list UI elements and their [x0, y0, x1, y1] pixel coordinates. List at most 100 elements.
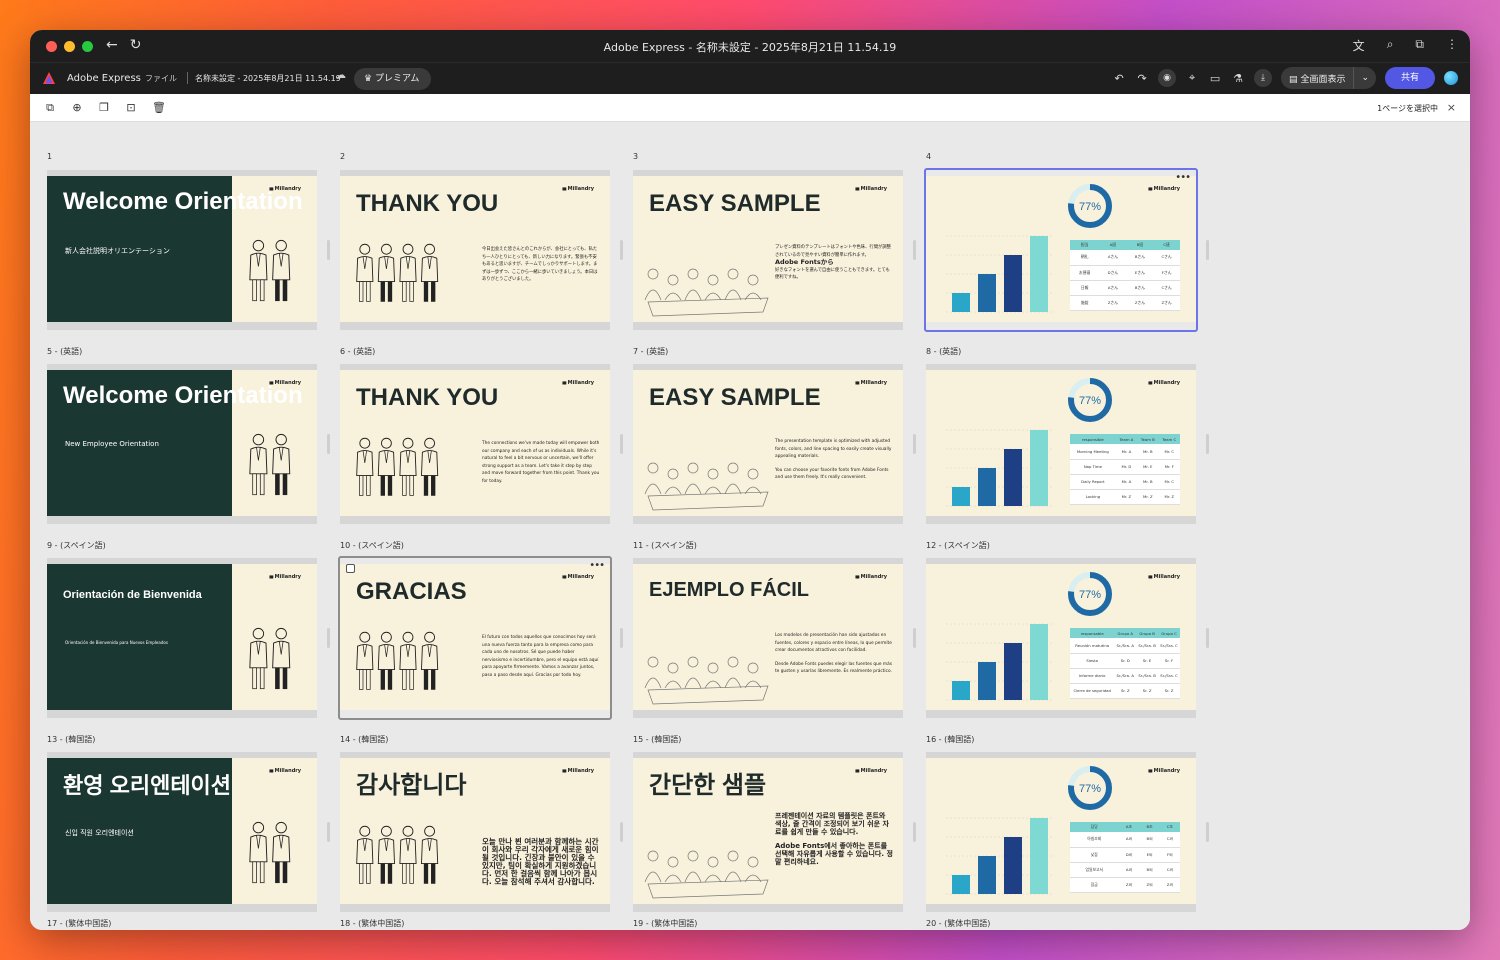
cloud-sync-icon[interactable]: ☁ [336, 70, 346, 81]
company-logo: Millandry [562, 380, 594, 386]
slide-preview: 감사합니다 Millandry 오늘 만나 뵌 여러분과 함께하는 시간이 회사와 … [340, 758, 610, 904]
slide-preview: Welcome Orientation 新人会社説明オリエンテーション Millan… [47, 176, 317, 322]
premium-button[interactable]: ♛ プレミアム [354, 68, 432, 90]
page-thumbnail[interactable]: GRACIAS Millandry El futuro con todos aque… [338, 556, 612, 720]
people-illustration [356, 631, 439, 690]
more-menu-icon[interactable]: ⋮ [1446, 37, 1458, 51]
reorder-handle[interactable] [1206, 434, 1209, 454]
copy-icon[interactable]: ❐ [99, 101, 109, 114]
page-select-checkbox[interactable] [346, 564, 355, 573]
duplicate-icon[interactable]: ⧉ [46, 101, 54, 114]
slide-title: THANK YOU [356, 190, 499, 217]
close-window-button[interactable] [46, 41, 57, 52]
reorder-handle[interactable] [1206, 822, 1209, 842]
document-name[interactable]: 名称未設定 - 2025年8月21日 11.54.19 [195, 74, 341, 83]
reorder-handle[interactable] [913, 822, 916, 842]
page-thumbnail[interactable]: EASY SAMPLE Millandry The presentation tem… [633, 364, 903, 524]
lab-flask-icon[interactable]: ⚗ [1233, 71, 1243, 85]
reorder-handle[interactable] [327, 240, 330, 260]
undo-icon[interactable]: ↶ [1114, 71, 1124, 85]
slide-body-paragraph: You can choose your favorite fonts from … [775, 467, 889, 481]
reorder-handle[interactable] [913, 628, 916, 648]
zoom-window-button[interactable] [82, 41, 93, 52]
slide-body-paragraph: The presentation template is optimized w… [775, 439, 892, 460]
table-cell: Bさん [1126, 280, 1154, 296]
company-logo: Millandry [269, 574, 301, 580]
page-thumbnail[interactable]: THANK YOU Millandry The connections we've … [340, 364, 610, 524]
trash-icon[interactable]: 🗑 [152, 101, 166, 114]
file-menu[interactable]: ファイル [145, 74, 177, 83]
reorder-handle[interactable] [327, 822, 330, 842]
table-header-row: responsible Team A Team B Team C [1070, 434, 1180, 444]
comment-icon[interactable]: ▭ [1209, 71, 1221, 85]
reorder-handle[interactable] [1206, 628, 1209, 648]
reload-icon[interactable]: ↻ [129, 37, 142, 53]
page-thumbnail[interactable]: Millandry77%担当A班B班C班朝礼AさんBさんCさんお昼寝DさんEさん… [924, 168, 1198, 332]
add-page-icon[interactable]: ⊕ [72, 101, 82, 114]
page-number-label: 1 [47, 152, 53, 161]
reorder-handle[interactable] [1206, 240, 1209, 260]
people-illustration [356, 243, 439, 302]
page-thumbnail[interactable]: Millandry77%담당A조B조C조아침조회A씨B씨C씨낮잠D씨E씨F씨업일… [926, 752, 1196, 912]
location-pin-icon[interactable]: ⌖ [1188, 71, 1196, 84]
user-icon[interactable]: ◉ [1158, 69, 1177, 87]
adobe-express-logo-icon[interactable] [42, 71, 56, 85]
table-cell: Mr. B [1137, 444, 1159, 460]
close-icon[interactable]: × [1446, 101, 1456, 114]
avatar[interactable] [1444, 71, 1458, 85]
reorder-handle[interactable] [620, 628, 623, 648]
reorder-handle[interactable] [620, 822, 623, 842]
page-thumbnail[interactable]: Welcome Orientation New Employee Orientat… [47, 364, 317, 524]
slide-body-paragraph: 프레젠테이션 자료의 템플릿은 폰트와 색상, 줄 간격이 조정되어 보기 쉬운… [775, 812, 889, 836]
reorder-handle[interactable] [327, 628, 330, 648]
table-header-row: 담당 A조 B조 C조 [1070, 822, 1180, 832]
page-thumbnail[interactable]: 간단한 샘플 Millandry 프레젠테이션 자료의 템플릿은 폰트와 색상, 줄… [633, 752, 903, 912]
page-thumbnail[interactable]: Welcome Orientation 新人会社説明オリエンテーション Millan… [47, 170, 317, 330]
slide-preview: Orientación de Bienvenida Orientación de … [47, 564, 317, 710]
translate-icon[interactable]: 文 [1352, 39, 1365, 53]
reorder-handle[interactable] [327, 434, 330, 454]
share-button[interactable]: 共有 [1385, 67, 1435, 89]
table-cell: Mr. Z [1137, 489, 1159, 505]
search-icon[interactable]: ⌕ [1386, 37, 1394, 51]
page-thumbnail[interactable]: EJEMPLO FÁCIL Millandry Los modelos de pre… [633, 558, 903, 718]
page-thumbnail[interactable]: THANK YOU Millandry 今日出会えた皆さんとのこれからが、会社にとっ… [340, 170, 610, 330]
move-icon[interactable]: ⊡ [126, 101, 136, 114]
back-icon[interactable]: ← [106, 37, 118, 53]
slide-preview: Millandry77%담당A조B조C조아침조회A씨B씨C씨낮잠D씨E씨F씨업일… [926, 758, 1196, 904]
reorder-handle[interactable] [913, 434, 916, 454]
table-cell: Sr. E [1136, 653, 1159, 669]
page-number-label: 20 - (繁体中国語) [926, 919, 991, 928]
chevron-down-icon[interactable]: ⌄ [1353, 67, 1376, 89]
crown-icon: ♛ [364, 74, 373, 84]
page-thumbnail[interactable]: Orientación de Bienvenida Orientación de … [47, 558, 317, 718]
company-logo: Millandry [562, 574, 594, 580]
bar-chart [946, 235, 1053, 313]
app-header: Adobe Express ファイル 名称未設定 - 2025年8月21日 11… [30, 62, 1470, 94]
more-options-icon[interactable]: ••• [1175, 172, 1191, 183]
donut-label: 77% [1079, 395, 1101, 407]
reorder-handle[interactable] [913, 240, 916, 260]
reorder-handle[interactable] [620, 434, 623, 454]
table-cell: Aさん [1099, 280, 1127, 296]
page-number-label: 18 - (繁体中国語) [340, 919, 405, 928]
download-icon[interactable]: ⤓ [1254, 69, 1273, 87]
slide-preview: Millandry77%担当A班B班C班朝礼AさんBさんCさんお昼寝DさんEさん… [926, 176, 1196, 322]
donut-chart: 77% [1068, 184, 1112, 228]
table-row: お昼寝 Dさん Eさん Fさん [1070, 265, 1180, 281]
slide-body-bold: Adobe Fontsから [775, 258, 834, 267]
page-number-label: 8 - (英語) [926, 347, 962, 356]
extensions-icon[interactable]: ⧉ [1415, 37, 1424, 51]
more-options-icon[interactable]: ••• [589, 560, 605, 571]
meeting-illustration [644, 656, 769, 705]
page-thumbnail[interactable]: 감사합니다 Millandry 오늘 만나 뵌 여러분과 함께하는 시간이 회사와 … [340, 752, 610, 912]
fullscreen-button[interactable]: ▤ 全画面表示 ⌄ [1281, 67, 1376, 89]
minimize-window-button[interactable] [64, 41, 75, 52]
redo-icon[interactable]: ↷ [1137, 71, 1147, 85]
reorder-handle[interactable] [620, 240, 623, 260]
page-thumbnail[interactable]: EASY SAMPLE Millandry プレゼン資料のテンプレートはフォントや色… [633, 170, 903, 330]
slide-subtitle: New Employee Orientation [65, 440, 159, 448]
